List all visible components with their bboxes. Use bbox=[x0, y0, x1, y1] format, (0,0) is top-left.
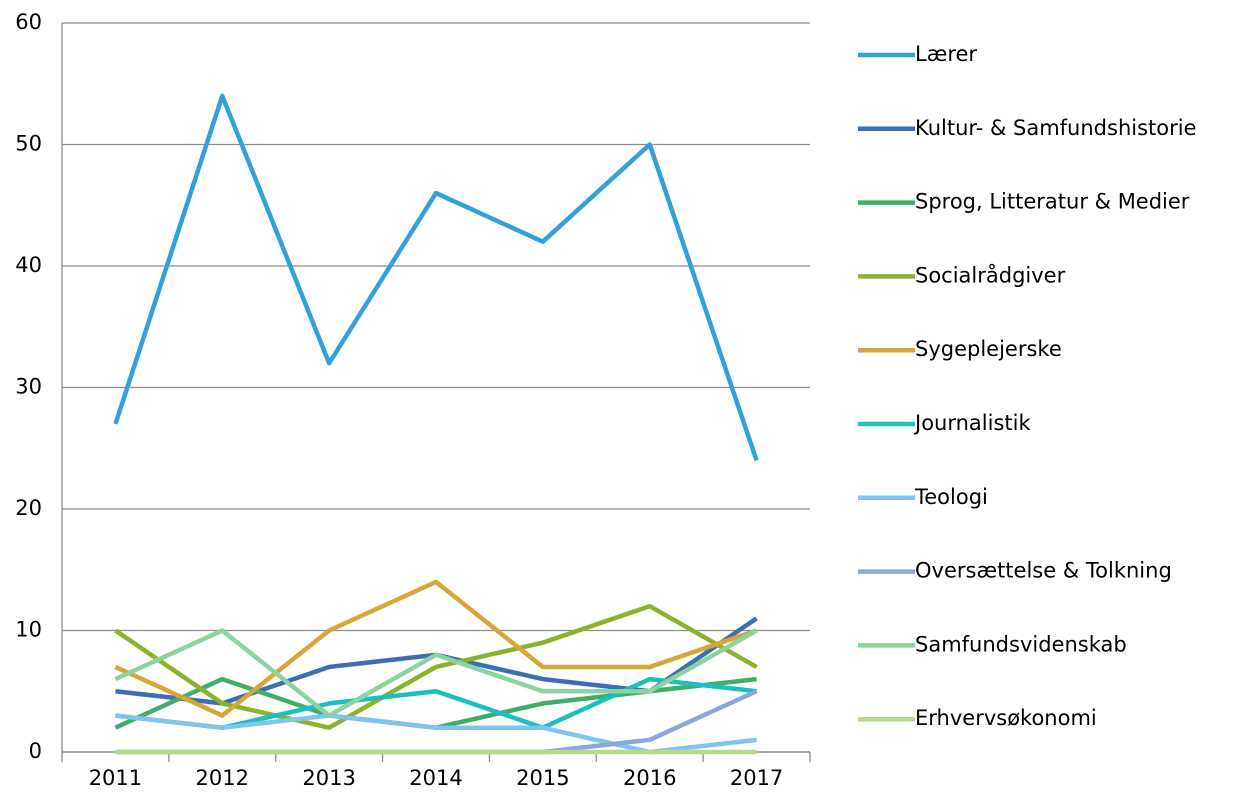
legend-label: Samfundsvidenskab bbox=[915, 632, 1127, 656]
legend-label: Lærer bbox=[915, 42, 977, 66]
series-line bbox=[113, 93, 759, 462]
x-tick-label: 2012 bbox=[196, 766, 249, 790]
series-line bbox=[114, 579, 758, 718]
legend-label: Journalistik bbox=[913, 411, 1031, 435]
legend-label: Erhvervsøkonomi bbox=[915, 706, 1097, 730]
legend-label: Kultur- & Samfundshistorie bbox=[915, 116, 1197, 140]
y-tick-label: 0 bbox=[29, 739, 42, 763]
legend-label: Teologi bbox=[914, 485, 988, 509]
y-tick-label: 50 bbox=[15, 132, 42, 156]
x-tick-label: 2014 bbox=[409, 766, 462, 790]
series-line bbox=[114, 603, 758, 730]
x-tick-label: 2017 bbox=[730, 766, 783, 790]
x-tick-label: 2016 bbox=[623, 766, 676, 790]
legend-label: Socialrådgiver bbox=[915, 262, 1066, 287]
y-tick-label: 30 bbox=[15, 375, 42, 399]
y-tick-label: 60 bbox=[15, 10, 42, 34]
y-tick-label: 20 bbox=[15, 496, 42, 520]
x-tick-label: 2013 bbox=[302, 766, 355, 790]
x-tick-label: 2011 bbox=[89, 766, 142, 790]
legend-label: Sygeplejerske bbox=[915, 337, 1062, 361]
legend-label: Sprog, Litteratur & Medier bbox=[915, 190, 1190, 214]
y-tick-label: 10 bbox=[15, 618, 42, 642]
series-line bbox=[114, 628, 758, 718]
legend-label: Oversættelse & Tolkning bbox=[915, 559, 1172, 583]
x-tick-label: 2015 bbox=[516, 766, 569, 790]
y-tick-label: 40 bbox=[15, 253, 42, 277]
